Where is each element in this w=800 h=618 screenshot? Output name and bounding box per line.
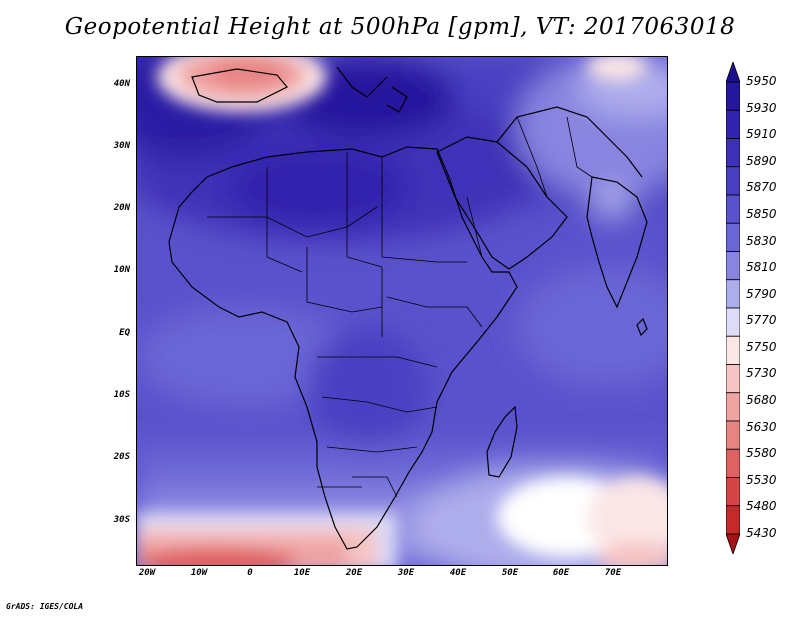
map-panel bbox=[136, 56, 668, 566]
lon-label-50e: 50E bbox=[501, 568, 519, 578]
colorbar-swatch bbox=[726, 251, 740, 281]
page-title: Geopotential Height at 500hPa [gpm], VT:… bbox=[64, 14, 736, 40]
colorbar-swatch bbox=[726, 448, 740, 478]
colorbar-swatch bbox=[726, 194, 740, 224]
colorbar-level-label: 5830 bbox=[746, 233, 777, 248]
colorbar-level-label: 5680 bbox=[746, 393, 777, 408]
colorbar-swatch bbox=[726, 477, 740, 507]
colorbar-swatch bbox=[726, 392, 740, 422]
lat-label-10n: 10N bbox=[113, 265, 130, 275]
colorbar-swatch bbox=[726, 335, 740, 365]
colorbar-level-label: 5890 bbox=[746, 153, 777, 168]
colorbar-swatch bbox=[726, 307, 740, 337]
lon-label-20e: 20E bbox=[345, 568, 363, 578]
colorbar-level-label: 5950 bbox=[746, 74, 777, 88]
colorbar-swatch bbox=[726, 222, 740, 252]
colorbar-top-arrow bbox=[726, 62, 740, 83]
colorbar-level-label: 5530 bbox=[746, 472, 777, 487]
colorbar bbox=[726, 62, 740, 554]
colorbar-level-label: 5750 bbox=[746, 339, 777, 354]
colorbar-level-label: 5770 bbox=[746, 313, 777, 328]
lat-label-10s: 10S bbox=[113, 390, 130, 400]
lat-label-30s: 30S bbox=[113, 515, 130, 525]
colorbar-swatch bbox=[726, 505, 740, 535]
colorbar-level-label: 5870 bbox=[746, 180, 777, 195]
lon-label-10w: 10W bbox=[190, 568, 208, 578]
colorbar-bottom-arrow bbox=[726, 533, 740, 554]
lat-label-eq: EQ bbox=[119, 328, 130, 338]
lon-label-20w: 20W bbox=[138, 568, 156, 578]
height-field bbox=[137, 57, 667, 565]
lon-label-60e: 60E bbox=[552, 568, 570, 578]
colorbar-swatch bbox=[726, 364, 740, 394]
colorbar-swatch bbox=[726, 420, 740, 450]
colorbar-level-label: 5910 bbox=[746, 127, 777, 142]
colorbar-swatch bbox=[726, 138, 740, 168]
colorbar-swatch bbox=[726, 166, 740, 196]
lon-label-40e: 40E bbox=[449, 568, 467, 578]
colorbar-swatch bbox=[726, 81, 740, 111]
colorbar-level-label: 5790 bbox=[746, 286, 777, 301]
colorbar-level-label: 5810 bbox=[746, 260, 777, 275]
colorbar-level-label: 5480 bbox=[746, 499, 777, 514]
lon-label-30e: 30E bbox=[397, 568, 415, 578]
credit-text: GrADS: IGES/COLA bbox=[6, 602, 84, 611]
colorbar-swatch bbox=[726, 279, 740, 309]
lat-label-40n: 40N bbox=[113, 79, 130, 89]
country-borders bbox=[207, 116, 593, 498]
colorbar-level-label: 5630 bbox=[746, 419, 777, 434]
coastlines bbox=[168, 66, 648, 550]
colorbar-swatch bbox=[726, 109, 740, 139]
colorbar-level-label: 5580 bbox=[746, 446, 777, 461]
lon-label-70e: 70E bbox=[604, 568, 622, 578]
colorbar-level-label: 5430 bbox=[746, 526, 777, 540]
colorbar-level-label: 5730 bbox=[746, 366, 777, 381]
map-svg bbox=[137, 57, 667, 565]
lat-label-30n: 30N bbox=[113, 141, 130, 151]
lat-label-20n: 20N bbox=[113, 203, 130, 213]
colorbar-level-label: 5850 bbox=[746, 206, 777, 221]
lon-label-0: 0 bbox=[247, 568, 253, 578]
colorbar-level-label: 5930 bbox=[746, 100, 777, 115]
lon-label-10e: 10E bbox=[293, 568, 311, 578]
lat-label-20s: 20S bbox=[113, 452, 130, 462]
